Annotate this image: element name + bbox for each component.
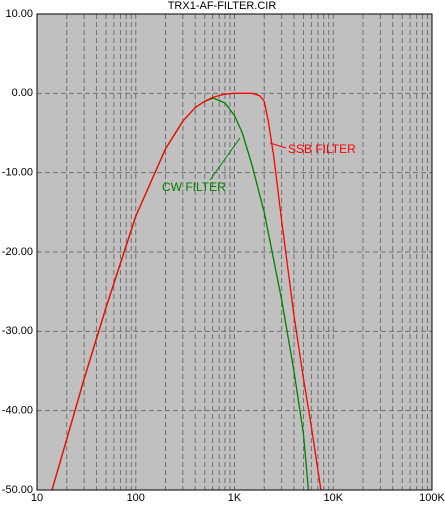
y-tick-label: -50.00: [2, 484, 33, 496]
y-tick-label: 0.00: [12, 87, 33, 99]
x-tick-label: 10: [31, 492, 43, 504]
y-tick-label: -20.00: [2, 246, 33, 258]
x-tick-label: 100: [127, 492, 145, 504]
series-label: SSB FILTER: [288, 142, 356, 156]
leader-line: [209, 137, 241, 181]
x-tick-label: 10K: [323, 492, 343, 504]
leader-line: [269, 142, 287, 149]
x-tick-label: 1K: [228, 492, 242, 504]
y-tick-label: -30.00: [2, 325, 33, 337]
x-tick-label: 100K: [419, 492, 445, 504]
y-tick-label: -10.00: [2, 167, 33, 179]
plot-border: [36, 13, 433, 491]
y-tick-label: 10.00: [5, 8, 33, 20]
series-line: [51, 92, 322, 491]
series-label: CW FILTER: [162, 180, 226, 194]
y-tick-label: -40.00: [2, 405, 33, 417]
chart-title: TRX1-AF-FILTER.CIR: [168, 0, 277, 12]
